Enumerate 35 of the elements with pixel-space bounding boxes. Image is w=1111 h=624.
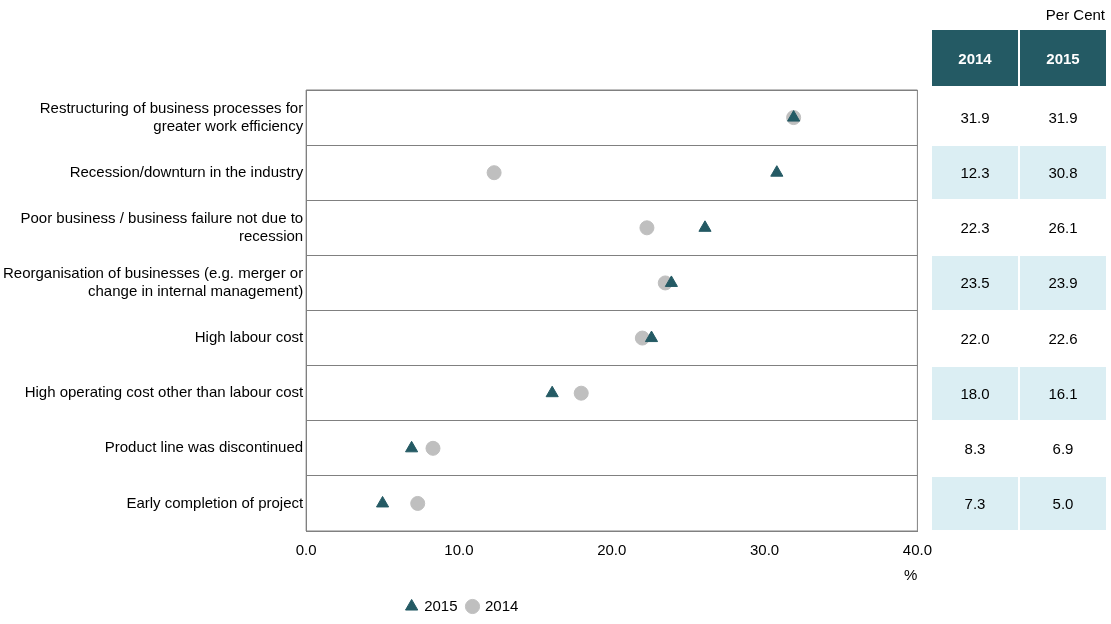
y-tick-label: Product line was discontinued <box>104 438 304 456</box>
x-axis-title: % <box>904 566 918 584</box>
data-label: 16.1 <box>1020 366 1106 420</box>
y-tick-label: Reorganisation of businesses (e.g. merger or change in internal management) <box>3 264 304 300</box>
data-label: 8.3 <box>932 421 1018 475</box>
data-label: 7.3 <box>932 476 1018 530</box>
data-label: 31.9 <box>932 91 1018 145</box>
text: 2015 <box>1046 49 1080 67</box>
data-label: 22.3 <box>932 201 1018 255</box>
data-label: 5.0 <box>1020 476 1106 530</box>
text: 2014 <box>958 49 992 67</box>
data-label: 18.0 <box>932 366 1018 420</box>
x-tick-label: 30.0 <box>749 541 780 559</box>
data-label: 30.8 <box>1020 146 1106 200</box>
data-label: 12.3 <box>932 146 1018 200</box>
data-label: 22.0 <box>932 311 1018 365</box>
data-label: 26.1 <box>1020 201 1106 255</box>
y-tick-label: High operating cost other than labour cost <box>24 383 304 401</box>
y-tick-label: Recession/downturn in the industry <box>69 162 304 180</box>
y-tick-label: Restructuring of business processes for greater work efficiency <box>39 98 304 134</box>
data-label: 6.9 <box>1020 421 1106 475</box>
data-label: 23.5 <box>932 256 1018 310</box>
data-label: 23.9 <box>1020 256 1106 310</box>
y-tick-label: Early completion of project <box>126 493 304 511</box>
x-tick-label: 40.0 <box>902 541 932 559</box>
data-label: 31.9 <box>1020 91 1106 145</box>
x-tick-label: 20.0 <box>597 541 627 559</box>
x-tick-label: 10.0 <box>444 541 474 559</box>
y-tick-label: High labour cost <box>194 328 304 346</box>
legend-label: 2014 <box>485 596 519 614</box>
x-tick-label: 0.0 <box>295 541 317 559</box>
text: Per Cent <box>1045 6 1105 23</box>
legend-label: 2015 <box>424 596 458 614</box>
data-label: 22.6 <box>1020 311 1106 365</box>
y-tick-label: Poor business / business failure not due to recession <box>20 208 304 244</box>
